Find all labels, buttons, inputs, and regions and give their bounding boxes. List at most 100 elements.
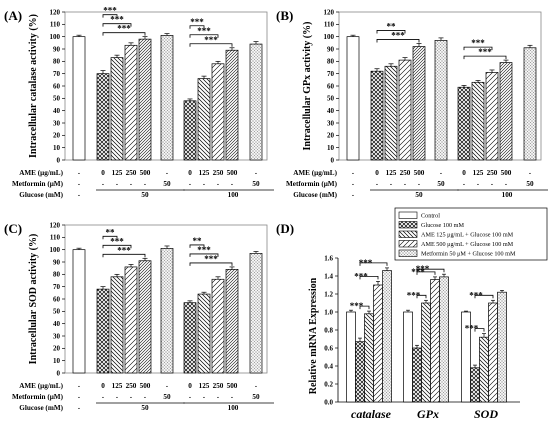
bar xyxy=(421,302,431,403)
category-label: GPx xyxy=(417,407,439,421)
table-cell-metformin: - xyxy=(505,180,508,188)
bar xyxy=(160,35,174,161)
table-cell-metformin: - xyxy=(231,393,234,401)
y-axis-title: Intracellular SOD activity (%) xyxy=(28,234,39,365)
table-cell-metformin: - xyxy=(144,180,147,188)
significance-bracket xyxy=(189,244,205,248)
significance-label: *** xyxy=(110,236,124,246)
significance-label: *** xyxy=(411,267,425,277)
bar xyxy=(499,62,513,161)
legend-entry: AME 500 μg/mL + Glucose 100 mM xyxy=(421,241,514,248)
legend-entry: Glucose 100 mM xyxy=(421,222,464,229)
significance-label: *** xyxy=(407,290,421,300)
y-axis-title: Relative mRNA Expression xyxy=(308,277,319,394)
y-tick-label: 50 xyxy=(53,308,61,316)
table-cell-ame: 125 xyxy=(199,169,210,177)
significance-bracket xyxy=(102,14,118,18)
panel-a-catalase-activity: (A) Intracellular catalase activity (%)01… xyxy=(4,6,274,199)
significance-bracket xyxy=(376,30,406,34)
y-axis-title: Intracellular GPx activity (%) xyxy=(302,22,313,151)
y-tick-label: 0 xyxy=(57,156,61,164)
significance-bracket xyxy=(189,25,205,29)
table-cell-metformin: - xyxy=(116,180,119,188)
bar xyxy=(439,276,449,403)
significance-label: ** xyxy=(387,21,397,31)
table-cell-ame: - xyxy=(78,382,81,390)
significance-bracket xyxy=(474,294,494,299)
table-cell-metformin: - xyxy=(189,180,192,188)
category-label: catalase xyxy=(351,407,392,421)
bar xyxy=(110,276,124,374)
y-tick-label: 50 xyxy=(327,95,335,103)
bar xyxy=(398,59,412,161)
y-tick-label: 90 xyxy=(53,258,61,266)
significance-label: *** xyxy=(359,258,373,268)
table-cell-ame: 500 xyxy=(140,382,151,390)
y-axis-title: Intracellular catalase activity (%) xyxy=(28,14,39,158)
bar xyxy=(197,78,211,161)
table-cell-metformin: - xyxy=(418,180,421,188)
table-cell-metformin: - xyxy=(189,393,192,401)
bar xyxy=(373,284,383,403)
table-cell-metformin: - xyxy=(477,180,480,188)
y-tick-label: 60 xyxy=(53,295,61,303)
table-cell-ame: - xyxy=(440,169,443,177)
bar xyxy=(96,73,110,161)
y-tick-label: 40 xyxy=(53,107,61,115)
legend-swatch xyxy=(398,211,418,219)
significance-bracket xyxy=(102,235,118,240)
y-tick-label: 0.4 xyxy=(324,362,333,370)
table-cell-metformin: - xyxy=(352,180,355,188)
table-row-label: Glucose (mM) xyxy=(293,191,337,199)
y-tick-label: 0.0 xyxy=(324,398,333,406)
table-cell-metformin: - xyxy=(102,180,105,188)
table-cell-ame: 0 xyxy=(188,382,192,390)
bar xyxy=(249,43,263,161)
significance-bracket xyxy=(102,32,146,36)
table-row-label: Glucose (mM) xyxy=(19,191,63,199)
bar xyxy=(183,302,197,374)
significance-label: ** xyxy=(106,227,116,237)
table-cell-ame: 0 xyxy=(188,169,192,177)
table-cell-ame: 0 xyxy=(462,169,466,177)
table-cell-ame: 0 xyxy=(101,169,105,177)
table-cell-ame: 250 xyxy=(487,169,498,177)
y-tick-label: 0 xyxy=(331,156,335,164)
bar xyxy=(470,367,480,403)
significance-label: *** xyxy=(110,15,124,25)
panel-d-mrna-expression: (D) Relative mRNA Expression 0.0 0.2 0.4 0.6 0… xyxy=(276,207,548,421)
bar xyxy=(160,248,174,374)
bar xyxy=(346,36,360,161)
bar xyxy=(523,47,537,161)
table-cell-metformin: - xyxy=(463,180,466,188)
y-tick-label: 1.6 xyxy=(324,254,333,262)
bar xyxy=(364,313,374,403)
significance-label: *** xyxy=(204,254,218,264)
y-tick-label: 100 xyxy=(324,33,335,41)
table-row-label: Glucose (mM) xyxy=(19,404,63,412)
bar xyxy=(488,302,498,403)
table-cell-ame: - xyxy=(255,169,258,177)
bar xyxy=(497,291,507,403)
y-tick-label: 90 xyxy=(327,45,335,53)
significance-bracket xyxy=(416,294,427,299)
bar xyxy=(124,266,138,374)
panel-c-sod-activity: (C) Intracellular SOD activity (%) 0 10 20 30… xyxy=(4,221,274,412)
table-cell-ame: 250 xyxy=(126,382,137,390)
bar xyxy=(211,63,225,161)
y-tick-label: 120 xyxy=(50,8,61,16)
y-tick-label: 30 xyxy=(327,119,335,127)
bar xyxy=(197,293,211,374)
table-cell-metformin: - xyxy=(144,393,147,401)
y-tick-label: 90 xyxy=(53,45,61,53)
bar xyxy=(457,86,471,161)
glucose-group-label: 50 xyxy=(415,191,423,199)
significance-bracket xyxy=(376,39,420,43)
bar xyxy=(225,49,239,161)
legend-entry: AME 125 μg/mL + Glucose 100 mM xyxy=(421,232,514,239)
significance-bracket xyxy=(463,55,507,60)
table-row-label: Metformin (μM) xyxy=(12,393,64,401)
y-tick-label: 80 xyxy=(327,58,335,66)
significance-bracket xyxy=(359,305,370,310)
bar xyxy=(471,81,485,161)
